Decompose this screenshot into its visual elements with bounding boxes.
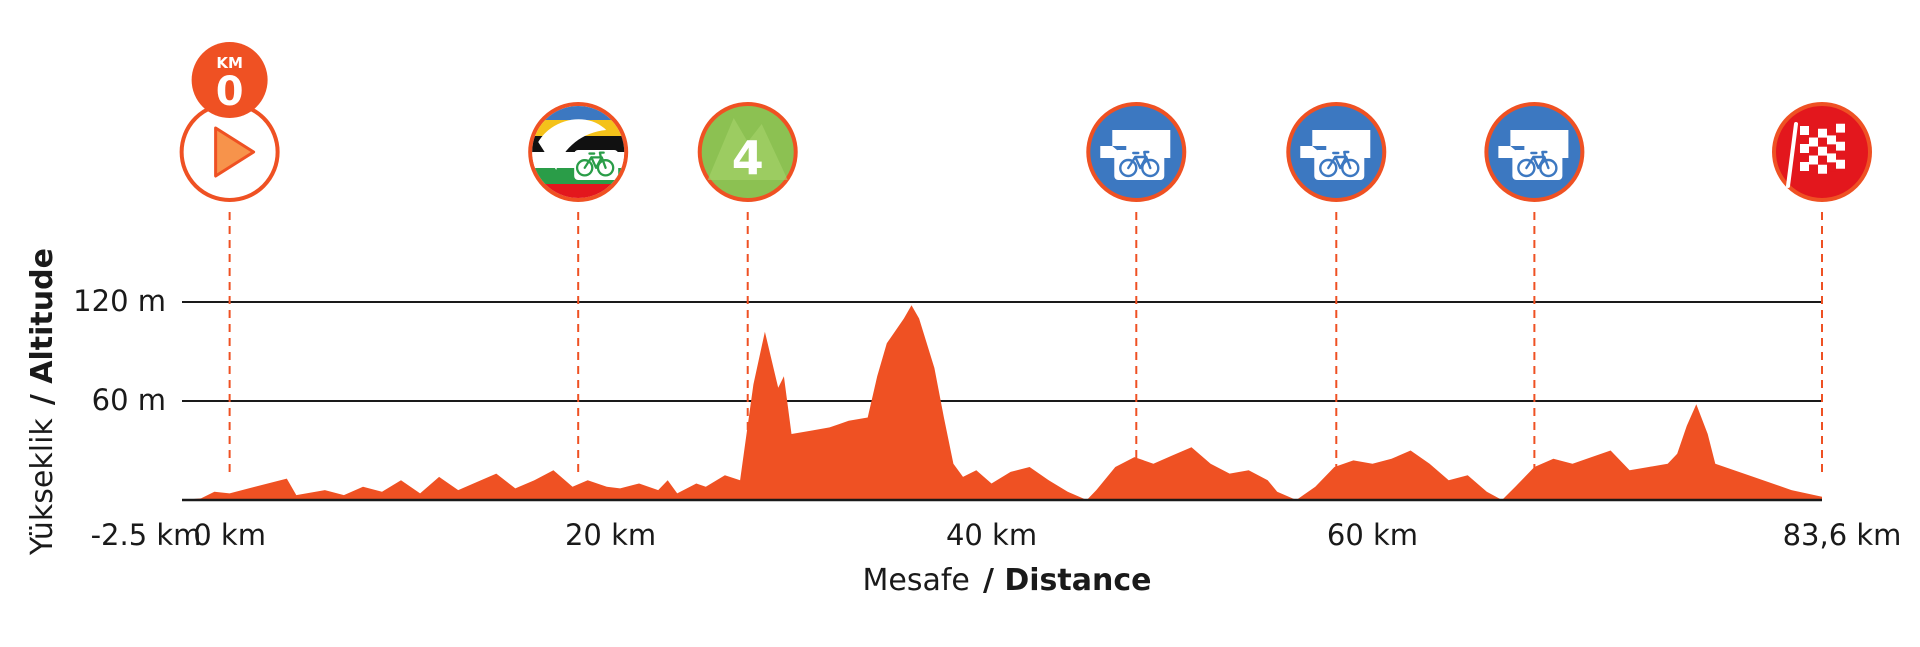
x-tick-label: 20 km: [565, 518, 656, 552]
x-tick-label: 0 km: [193, 518, 266, 552]
y-axis-title-primary: Yükseklik: [25, 418, 60, 556]
x-tick-label: 60 km: [1327, 518, 1418, 552]
y-axis-title: Yükseklik / Altitude: [25, 248, 60, 556]
y-axis-title-secondary: / Altitude: [25, 248, 60, 405]
x-tick-label: 83,6 km: [1783, 518, 1902, 552]
bicycle-icon: [575, 151, 615, 177]
feed-zone-icon: [1484, 102, 1585, 202]
x-tick-label: 40 km: [946, 518, 1037, 552]
bicycle-icon: [1319, 150, 1360, 178]
bicycle-icon: [1119, 150, 1160, 178]
feed-zone-icon: [1086, 102, 1187, 202]
y-tick-label: 120 m: [73, 284, 166, 318]
gridlines: [182, 301, 1822, 402]
x-axis-title: Mesafe / Distance: [863, 563, 1152, 598]
x-axis-title-primary: Mesafe: [863, 563, 970, 598]
marker-leader-lines: [228, 212, 1823, 472]
category-4-climb-icon: 4: [697, 102, 798, 202]
elevation-profile-area: [182, 305, 1822, 500]
x-tick-label: -2.5 km: [91, 518, 202, 552]
y-axis-tick-labels: 60 m 120 m: [73, 284, 166, 417]
start-play-icon: KM0: [179, 42, 280, 202]
x-axis-tick-labels: -2.5 km0 km 20 km 40 km 60 km 83,6 km: [91, 518, 1902, 552]
finish-flag-icon: [1772, 102, 1872, 202]
bicycle-icon: [1517, 150, 1558, 178]
km-zero-badge: [191, 42, 268, 118]
km-badge-label: KM: [216, 54, 243, 72]
y-tick-label: 60 m: [92, 383, 166, 417]
x-axis-title-secondary: / Distance: [983, 563, 1152, 598]
climb-category-label: 4: [732, 131, 764, 185]
feed-zone-icon: [1286, 102, 1387, 202]
intermediate-sprint-jersey-icon: [528, 102, 629, 202]
route-markers: KM0 4: [179, 42, 1872, 202]
km-badge-value: 0: [216, 69, 244, 115]
